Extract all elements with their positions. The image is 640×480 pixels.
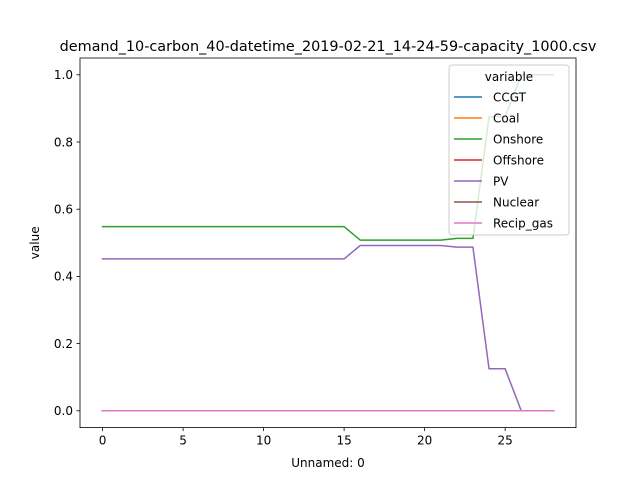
legend-entry-label: Onshore [493, 132, 543, 146]
x-tick-label: 5 [179, 434, 187, 448]
legend-entry-label: PV [493, 174, 509, 188]
x-tick-label: 0 [99, 434, 107, 448]
legend-entry-label: Nuclear [493, 195, 539, 209]
y-axis-label: value [28, 226, 42, 259]
x-tick-label: 20 [417, 434, 432, 448]
legend: variable CCGT Coal Onshore Offshore PV Nuclea… [448, 64, 570, 236]
legend-entry-label: Offshore [493, 153, 544, 167]
y-tick-label: 0.2 [54, 337, 73, 351]
x-tick-label: 10 [256, 434, 271, 448]
y-tick-label: 1.0 [54, 68, 73, 82]
series-layer [101, 74, 555, 412]
x-tick-label: 25 [498, 434, 513, 448]
legend-entry-label: Recip_gas [493, 216, 553, 230]
y-tick-label: 0.8 [54, 135, 73, 149]
y-tick-label: 0.0 [54, 404, 73, 418]
x-axis-label: Unnamed: 0 [291, 456, 365, 470]
y-tick-label: 0.4 [54, 270, 73, 284]
y-tick-label: 0.6 [54, 203, 73, 217]
legend-entry-label: Coal [493, 111, 519, 125]
legend-entry-label: CCGT [493, 90, 527, 104]
legend-title: variable [485, 70, 533, 84]
chart-title: demand_10-carbon_40-datetime_2019-02-21_… [60, 39, 597, 55]
x-tick-label: 15 [336, 434, 351, 448]
ticks-layer: 0 5 10 15 20 25 0.0 0.2 0.4 0.6 0.8 1.0 [54, 68, 513, 448]
legend-box [448, 64, 570, 236]
series-line-pv [101, 244, 555, 412]
plot-frame [79, 57, 577, 429]
